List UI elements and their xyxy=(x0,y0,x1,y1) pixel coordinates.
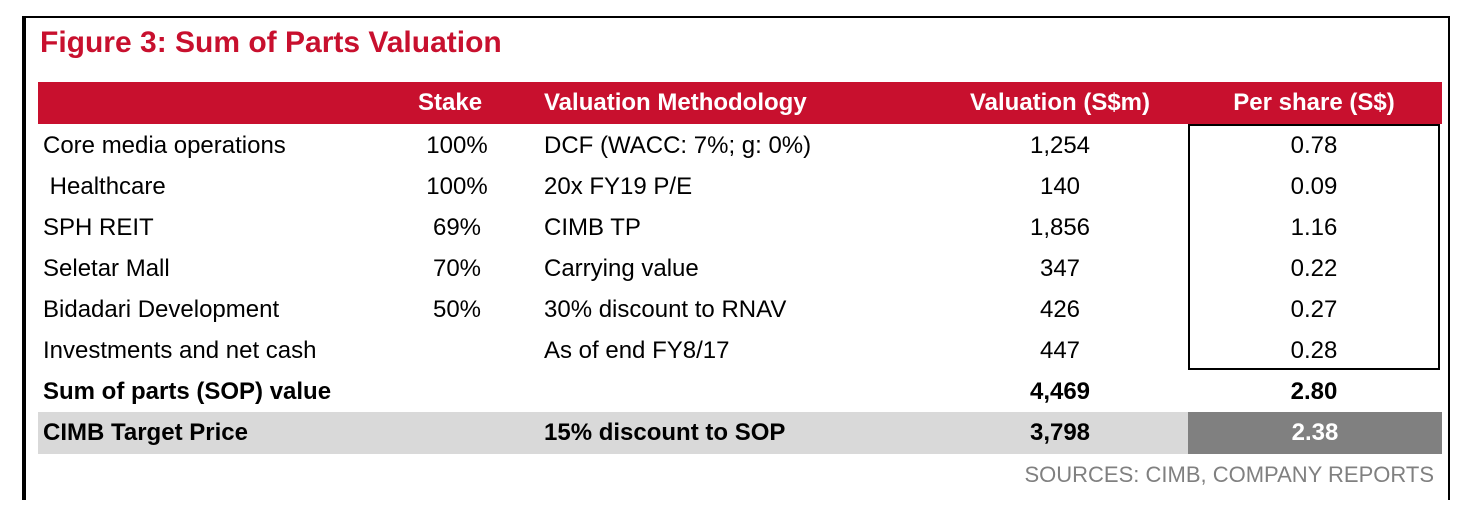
target-per-share-cell xyxy=(1188,412,1442,454)
row-per-share: 0.28 xyxy=(1290,337,1338,364)
sources-note: SOURCES: CIMB, COMPANY REPORTS xyxy=(1024,462,1434,487)
row-name: Bidadari Development xyxy=(43,296,280,323)
row-per-share: 0.78 xyxy=(1290,132,1338,159)
row-stake: 100% xyxy=(426,132,488,159)
row-valuation: 347 xyxy=(1039,255,1081,282)
row-method: DCF (WACC: 7%; g: 0%) xyxy=(544,132,812,159)
sop-valuation: 4,469 xyxy=(1029,378,1091,405)
table-header xyxy=(38,82,1442,124)
sop-label: Sum of parts (SOP) value xyxy=(43,378,332,405)
row-stake: 70% xyxy=(432,255,482,282)
target-label: CIMB Target Price xyxy=(43,419,248,446)
row-name: Healthcare xyxy=(43,173,166,200)
row-per-share: 1.16 xyxy=(1290,214,1338,241)
row-name: SPH REIT xyxy=(43,214,154,241)
row-method: Carrying value xyxy=(544,255,699,282)
target-per-share: 2.38 xyxy=(1291,419,1339,446)
target-band xyxy=(38,412,1188,454)
row-method: 30% discount to RNAV xyxy=(544,296,787,323)
header-per-share: Per share (S$) xyxy=(1233,89,1395,116)
row-method: 20x FY19 P/E xyxy=(544,173,693,200)
row-valuation: 1,856 xyxy=(1029,214,1091,241)
row-valuation: 426 xyxy=(1039,296,1081,323)
row-method: As of end FY8/17 xyxy=(544,337,730,364)
figure-frame xyxy=(22,16,1450,500)
row-valuation: 1,254 xyxy=(1029,132,1091,159)
row-method: CIMB TP xyxy=(544,214,641,241)
figure-title: Figure 3: Sum of Parts Valuation xyxy=(40,26,502,59)
header-stake: Stake xyxy=(418,89,483,116)
target-method: 15% discount to SOP xyxy=(544,419,786,446)
row-valuation: 140 xyxy=(1039,173,1081,200)
per-share-box xyxy=(1188,124,1440,370)
row-stake: 50% xyxy=(432,296,482,323)
header-methodology: Valuation Methodology xyxy=(544,89,807,116)
row-name: Investments and net cash xyxy=(43,337,317,364)
row-per-share: 0.22 xyxy=(1290,255,1338,282)
row-name: Seletar Mall xyxy=(43,255,170,282)
row-per-share: 0.09 xyxy=(1290,173,1338,200)
sop-per-share: 2.80 xyxy=(1290,378,1338,405)
header-valuation: Valuation (S$m) xyxy=(969,89,1151,116)
row-per-share: 0.27 xyxy=(1290,296,1338,323)
row-valuation: 447 xyxy=(1039,337,1081,364)
target-valuation: 3,798 xyxy=(1029,419,1091,446)
row-name: Core media operations xyxy=(43,132,286,159)
row-stake: 69% xyxy=(432,214,482,241)
row-stake: 100% xyxy=(426,173,488,200)
